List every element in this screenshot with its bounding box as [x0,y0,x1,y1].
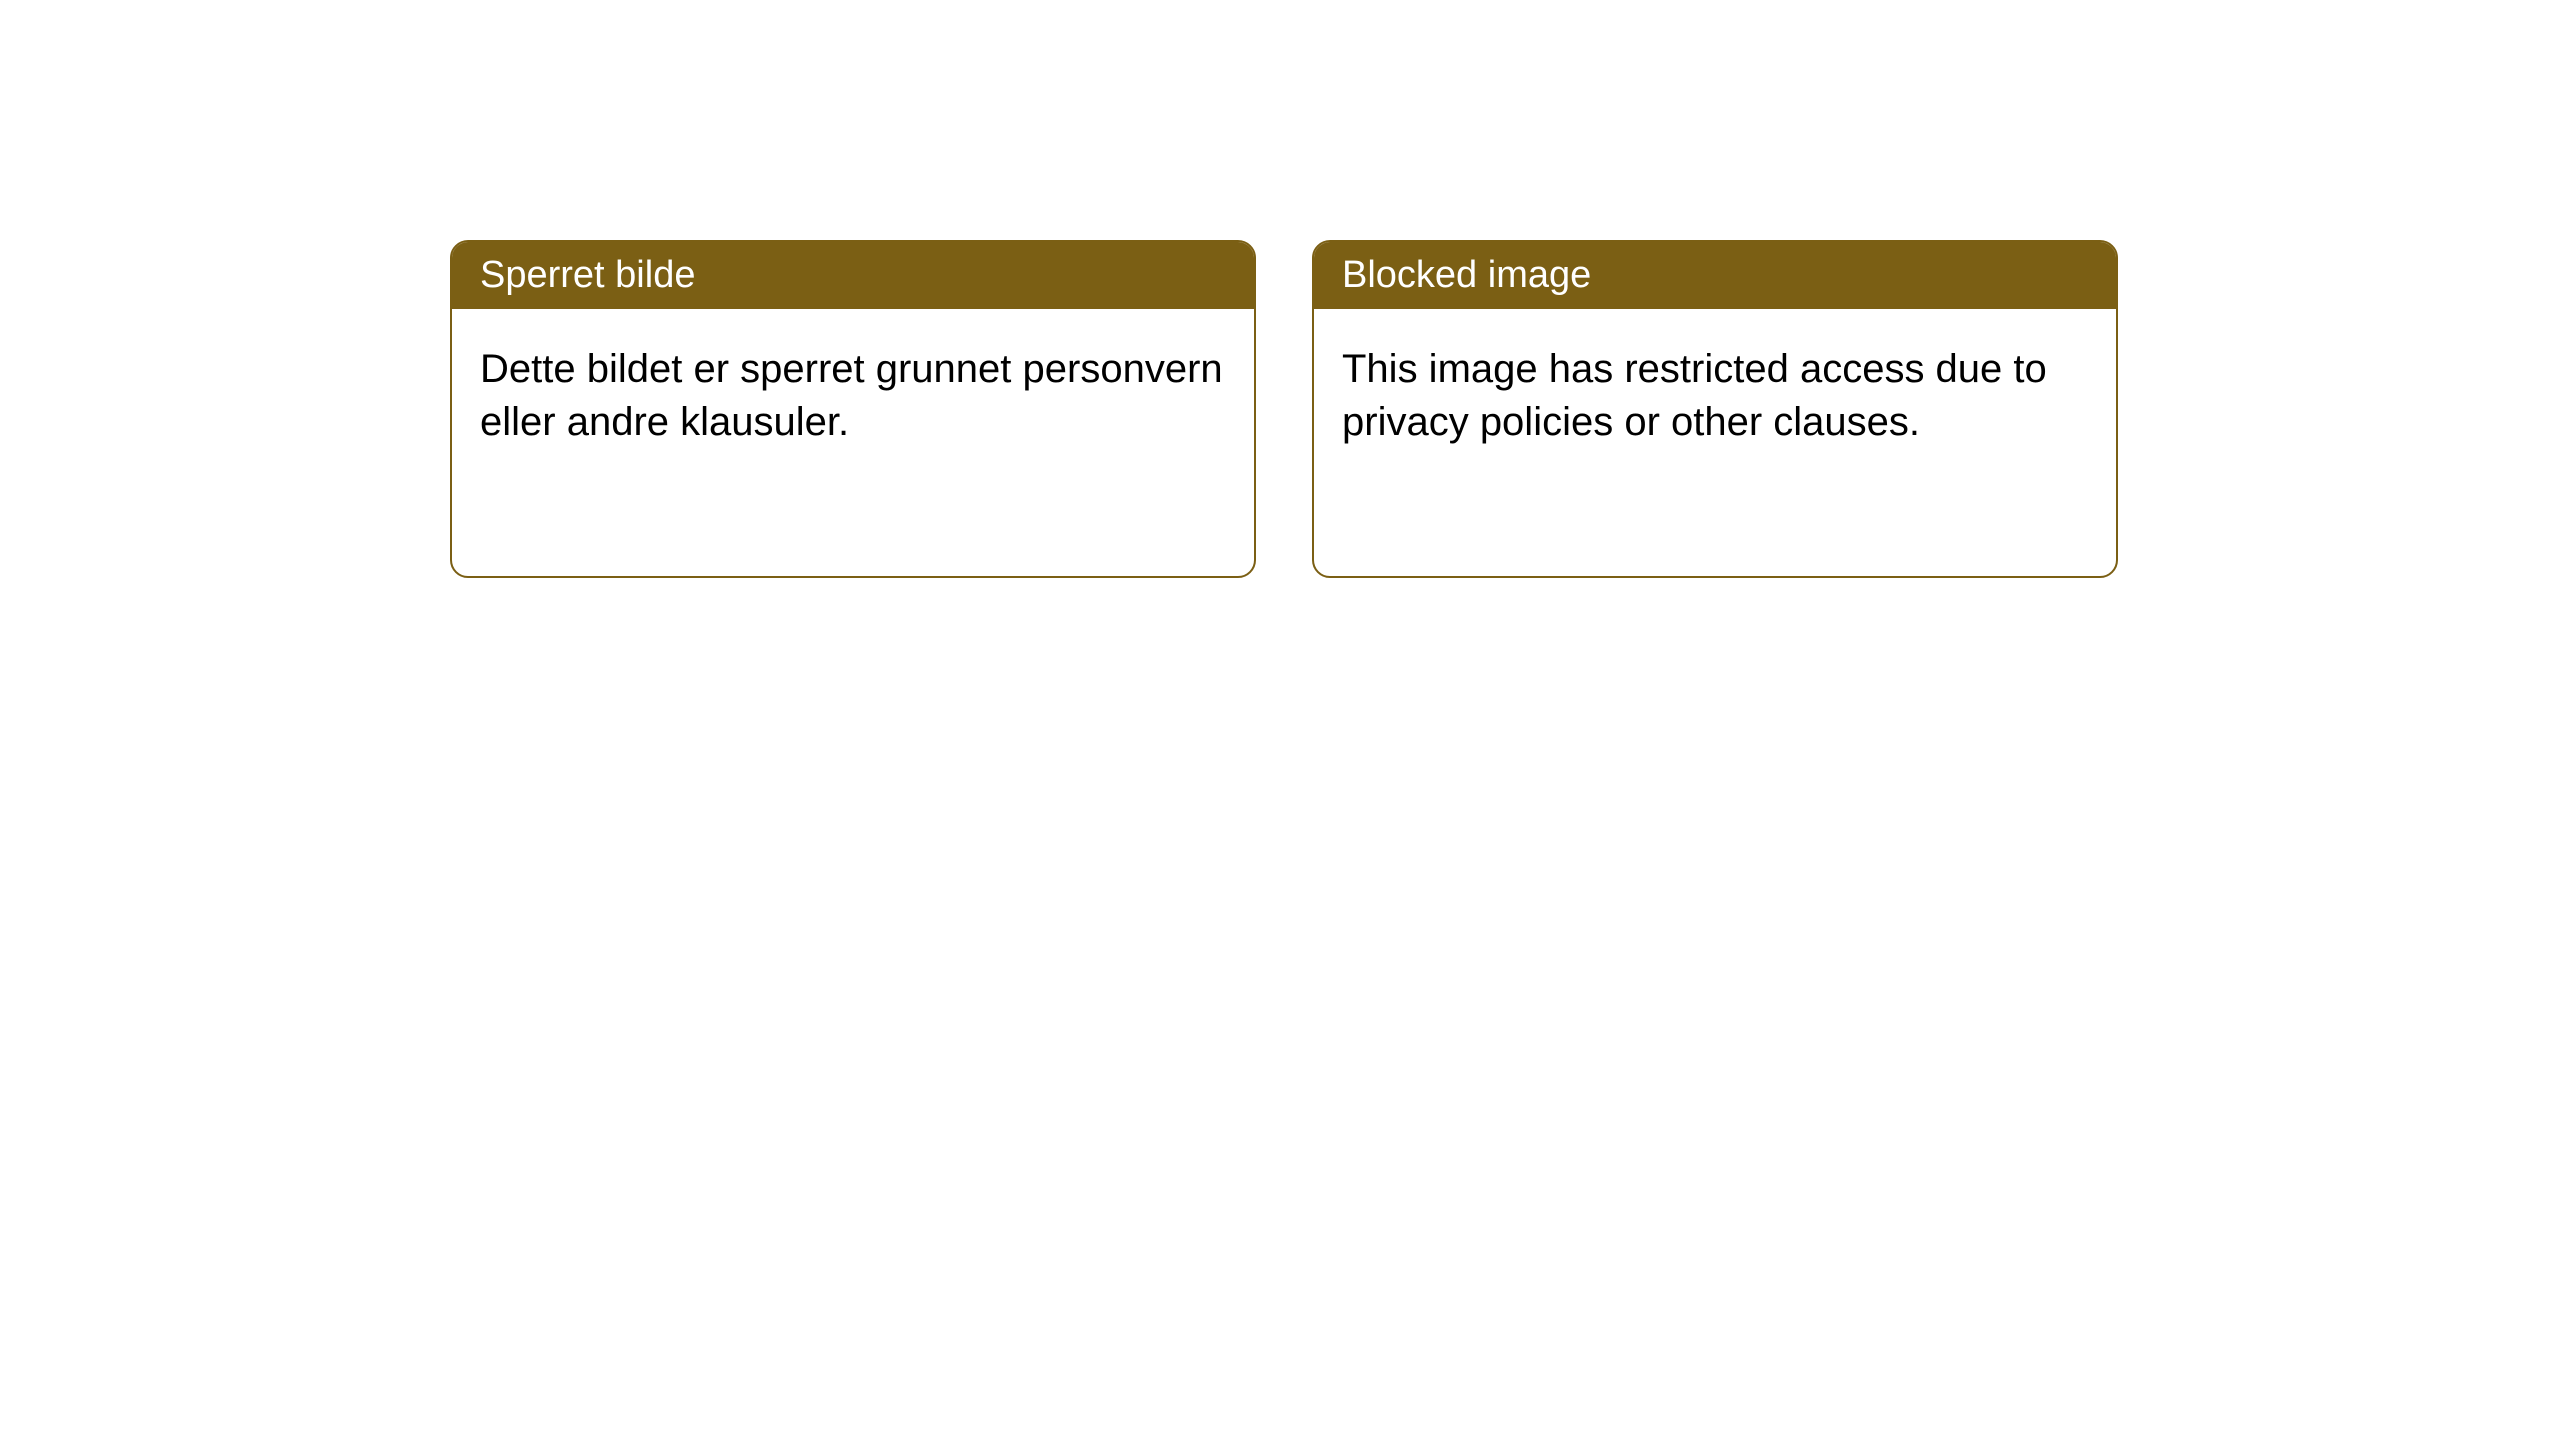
notice-card-header: Blocked image [1314,242,2116,309]
notice-card-body: This image has restricted access due to … [1314,309,2116,483]
notice-card-body: Dette bildet er sperret grunnet personve… [452,309,1254,483]
notice-container: Sperret bilde Dette bildet er sperret gr… [450,240,2118,578]
notice-card-title: Blocked image [1342,254,1591,296]
notice-card-english: Blocked image This image has restricted … [1312,240,2118,578]
notice-card-message: Dette bildet er sperret grunnet personve… [480,347,1223,444]
notice-card-message: This image has restricted access due to … [1342,347,2047,444]
notice-card-header: Sperret bilde [452,242,1254,309]
notice-card-norwegian: Sperret bilde Dette bildet er sperret gr… [450,240,1256,578]
notice-card-title: Sperret bilde [480,254,695,296]
